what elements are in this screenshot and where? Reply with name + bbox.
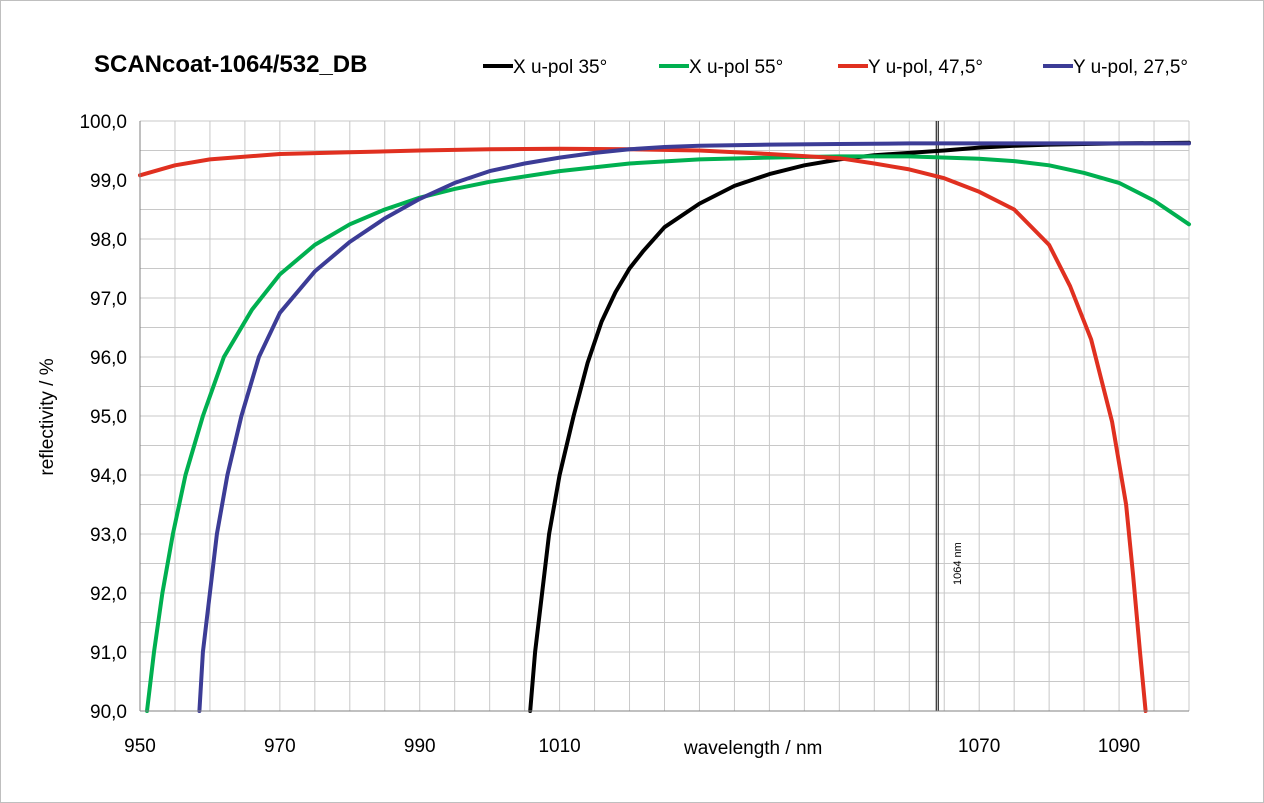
legend-label: X u-pol 55° [689, 57, 783, 78]
y-tick-label: 94,0 [90, 466, 127, 487]
y-tick-label: 96,0 [90, 348, 127, 369]
legend-label: Y u-pol, 27,5° [1073, 57, 1188, 78]
legend-label: Y u-pol, 47,5° [868, 57, 983, 78]
y-tick-label: 93,0 [90, 525, 127, 546]
series-line-4 [197, 141, 1191, 713]
legend-label: X u-pol 35° [513, 57, 607, 78]
series-line-1 [528, 140, 1191, 713]
grid-layer [139, 120, 1190, 712]
x-tick-label: 1090 [1098, 736, 1140, 757]
y-tick-label: 90,0 [90, 702, 127, 723]
axis-layer: 950 970 990 1010 1070 1090 90,0 91,0 92,0 93,0 94,… [79, 112, 1189, 757]
x-tick-label: 1010 [538, 736, 580, 757]
series-layer [138, 140, 1191, 713]
y-tick-label: 98,0 [90, 230, 127, 251]
x-tick-label: 990 [404, 736, 436, 757]
legend-layer: X u-pol 35° X u-pol 55° Y u-pol, 47,5° Y u-… [483, 57, 1188, 78]
y-tick-label: 99,0 [90, 171, 127, 192]
x-axis-title: wavelength / nm [683, 738, 822, 759]
x-tick-label: 950 [124, 736, 156, 757]
series-line-3 [138, 146, 1148, 713]
x-tick-label: 970 [264, 736, 296, 757]
y-tick-label: 95,0 [90, 407, 127, 428]
x-tick-label: 1070 [958, 736, 1000, 757]
y-tick-label: 100,0 [79, 112, 127, 133]
marker-label: 1064 nm [952, 542, 964, 585]
y-axis-title: reflectivity / % [37, 358, 58, 475]
y-tick-label: 92,0 [90, 584, 127, 605]
marker-layer: 1064 nm [935, 121, 964, 711]
y-tick-label: 91,0 [90, 643, 127, 664]
chart-title: SCANcoat-1064/532_DB [94, 51, 367, 78]
y-tick-label: 97,0 [90, 289, 127, 310]
series-line-2 [145, 154, 1191, 713]
